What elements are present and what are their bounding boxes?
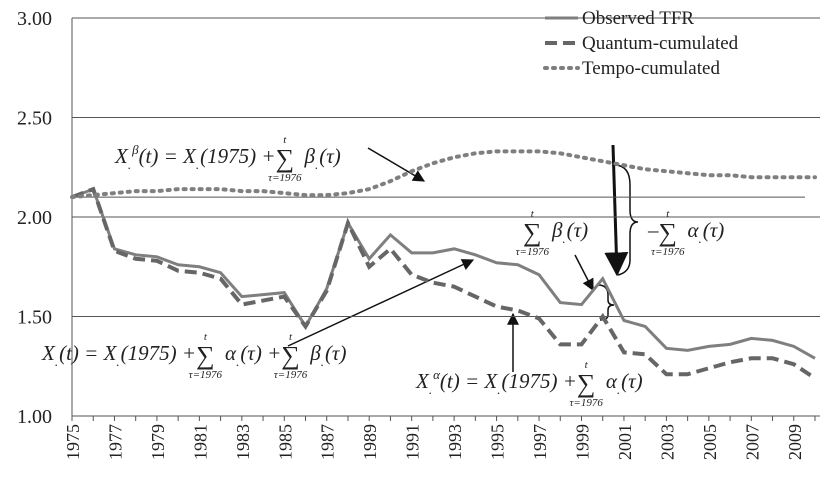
brace <box>613 164 639 276</box>
arrow <box>287 259 475 347</box>
x-tick-label: 2009 <box>785 424 805 460</box>
x-tick-label: 2007 <box>742 424 762 460</box>
brace <box>597 284 615 321</box>
x-tick-label: 1989 <box>360 424 380 460</box>
sum-bottom: τ=1976 <box>516 246 550 258</box>
y-tick-label: 3.00 <box>17 8 52 30</box>
formula-text: (1975) + <box>501 369 576 393</box>
arrow <box>367 147 426 182</box>
x-tick-label: 1981 <box>190 424 210 460</box>
sum-sign: ∑ <box>577 369 596 398</box>
sum-top: t <box>289 331 293 343</box>
y-tick-label: 2.00 <box>17 207 52 229</box>
formula-text: (τ) <box>325 341 347 365</box>
sum-sign: ∑ <box>659 218 678 247</box>
legend-label: Observed TFR <box>582 8 694 29</box>
sum-sign: ∑ <box>281 341 300 370</box>
x-tick-label: 1987 <box>318 424 338 460</box>
formula-text: β <box>551 218 563 242</box>
bold-arrow <box>604 144 629 277</box>
formula-text: (t) = X <box>139 144 197 168</box>
sum-top: t <box>666 208 670 220</box>
subscript: . <box>236 354 239 369</box>
series-line <box>71 186 817 380</box>
formula-text: (1975) + <box>200 144 275 168</box>
formula-text: α <box>225 341 237 365</box>
series-line <box>71 187 816 360</box>
formula-text: X <box>41 341 56 365</box>
subscript: . <box>55 354 58 369</box>
superscript: β <box>131 142 139 157</box>
x-tick-label: 1975 <box>63 424 83 460</box>
x-tick-label: 1997 <box>530 424 550 460</box>
x-tick-label: 2001 <box>615 424 635 460</box>
sum-bottom: τ=1976 <box>651 246 685 258</box>
sum-bottom: τ=1976 <box>274 369 308 381</box>
x-tick-label: 1995 <box>488 424 508 460</box>
sum-top: t <box>531 208 535 220</box>
formula-text: (τ) <box>319 144 341 168</box>
formula-text: (τ) + <box>240 341 281 365</box>
x-tick-label: 2003 <box>657 424 677 460</box>
subscript: . <box>315 157 318 172</box>
x-tick-label: 1983 <box>233 424 253 460</box>
sum-top: t <box>585 359 589 371</box>
subscript: . <box>497 382 500 397</box>
subscript: . <box>562 231 565 246</box>
formula-text: (t) = X <box>440 369 498 393</box>
sum-sign: ∑ <box>196 341 215 370</box>
legend-label: Tempo-cumulated <box>582 58 720 79</box>
formula-text: X <box>415 369 430 393</box>
x-tick-label: 1999 <box>572 424 592 460</box>
annotation-arrows <box>287 144 639 372</box>
subscript: . <box>196 157 199 172</box>
formula-text: β <box>304 144 316 168</box>
sum-bottom: τ=1976 <box>569 397 603 409</box>
sum-bottom: τ=1976 <box>189 369 223 381</box>
y-tick-label: 1.50 <box>17 307 52 329</box>
subscript: . <box>698 231 701 246</box>
subscript: . <box>429 382 432 397</box>
superscript: α <box>433 367 441 382</box>
formula-text: β <box>309 341 321 365</box>
x-tick-label: 1985 <box>275 424 295 460</box>
x-tick-label: 1979 <box>148 424 168 460</box>
subscript: . <box>128 157 131 172</box>
formula-text: (τ) <box>567 218 589 242</box>
y-tick-label: 1.00 <box>17 406 52 428</box>
x-tick-label: 1991 <box>403 424 423 460</box>
y-tick-label: 2.50 <box>17 108 52 130</box>
sum-top: t <box>204 331 208 343</box>
formula-text: α <box>687 218 699 242</box>
formula-text: (τ) <box>703 218 725 242</box>
sum-top: t <box>283 134 287 146</box>
subscript: . <box>116 354 119 369</box>
subscript: . <box>617 382 620 397</box>
formula-text: X <box>114 144 129 168</box>
formula-text: (t) = X <box>59 341 117 365</box>
formula-text: (1975) + <box>121 341 196 365</box>
formula-text: (τ) <box>621 369 643 393</box>
formula-text: – <box>647 218 659 242</box>
legend-label: Quantum-cumulated <box>582 33 739 54</box>
subscript: . <box>321 354 324 369</box>
arrow <box>574 254 594 292</box>
x-tick-label: 1977 <box>105 424 125 460</box>
sum-sign: ∑ <box>276 144 295 173</box>
sum-bottom: τ=1976 <box>268 172 302 184</box>
formula-text: α <box>606 369 618 393</box>
x-tick-label: 1993 <box>445 424 465 460</box>
series-line <box>70 149 817 200</box>
sum-sign: ∑ <box>523 218 542 247</box>
x-tick-label: 2005 <box>700 424 720 460</box>
